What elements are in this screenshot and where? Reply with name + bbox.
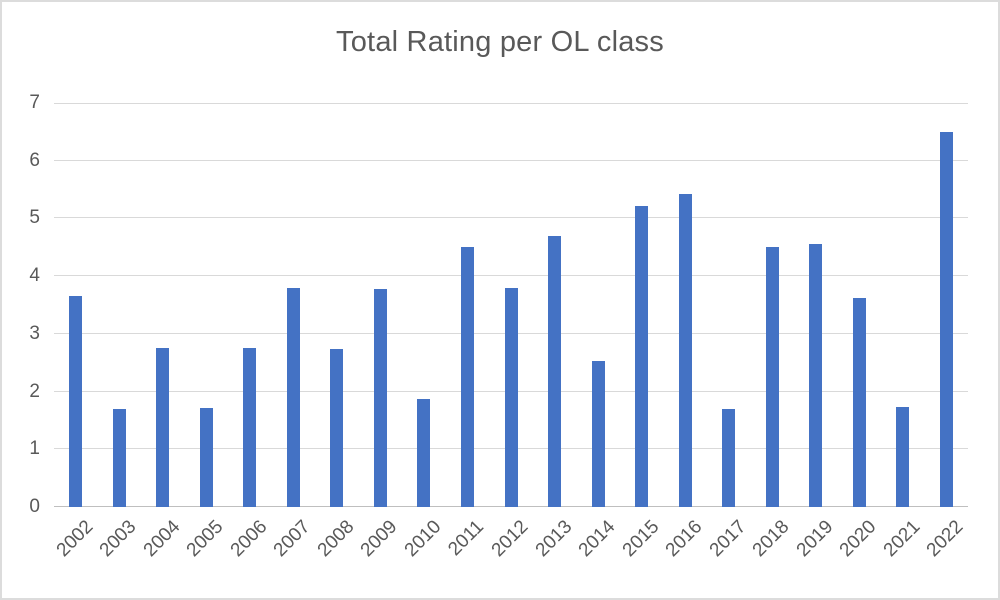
chart-title: Total Rating per OL class (336, 26, 664, 58)
x-tick-label-2014: 2014 (574, 516, 620, 562)
plot-area (54, 103, 968, 507)
x-tick-label-2003: 2003 (95, 516, 141, 562)
x-tick-label-2015: 2015 (618, 516, 664, 562)
bar-2022 (940, 132, 953, 507)
bar-2010 (417, 399, 430, 507)
x-tick-label-2009: 2009 (356, 516, 402, 562)
x-tick-label-2020: 2020 (835, 516, 881, 562)
bar-2002 (69, 296, 82, 507)
x-tick-label-2010: 2010 (400, 516, 446, 562)
x-tick-label-2012: 2012 (487, 516, 533, 562)
y-tick-label-3: 3 (29, 323, 40, 344)
y-tick-label-2: 2 (29, 381, 40, 402)
bar-2017 (722, 409, 735, 507)
bar-2014 (592, 361, 605, 507)
x-tick-label-2004: 2004 (139, 516, 185, 562)
bar-2015 (635, 206, 648, 507)
x-tick-label-2008: 2008 (313, 516, 359, 562)
y-tick-label-6: 6 (29, 150, 40, 171)
x-tick-label-2021: 2021 (879, 516, 925, 562)
x-tick-label-2005: 2005 (182, 516, 228, 562)
bar-2008 (330, 349, 343, 507)
x-tick-label-2022: 2022 (922, 516, 968, 562)
x-tick-label-2016: 2016 (661, 516, 707, 562)
y-tick-label-7: 7 (29, 92, 40, 113)
bar-2018 (766, 247, 779, 507)
x-tick-label-2018: 2018 (748, 516, 794, 562)
bar-2004 (156, 348, 169, 507)
y-tick-label-0: 0 (29, 496, 40, 517)
gridline-4 (54, 275, 968, 276)
y-tick-label-4: 4 (29, 265, 40, 286)
x-tick-label-2011: 2011 (444, 516, 489, 561)
gridline-6 (54, 160, 968, 161)
bar-2003 (113, 409, 126, 507)
bar-2019 (809, 244, 822, 507)
bar-2012 (505, 288, 518, 507)
bar-2006 (243, 348, 256, 507)
bar-2021 (896, 407, 909, 507)
x-tick-label-2017: 2017 (705, 516, 751, 562)
bar-2020 (853, 298, 866, 507)
x-tick-label-2013: 2013 (531, 516, 577, 562)
bar-2007 (287, 288, 300, 507)
bar-2005 (200, 408, 213, 507)
bar-2016 (679, 194, 692, 507)
bar-2013 (548, 236, 561, 507)
gridline-7 (54, 103, 968, 104)
x-tick-label-2002: 2002 (52, 516, 98, 562)
x-tick-label-2006: 2006 (226, 516, 272, 562)
y-tick-label-5: 5 (29, 207, 40, 228)
y-tick-label-1: 1 (29, 438, 40, 459)
x-tick-label-2007: 2007 (269, 516, 315, 562)
x-tick-label-2019: 2019 (792, 516, 838, 562)
bar-2009 (374, 289, 387, 507)
gridline-5 (54, 217, 968, 218)
bar-2011 (461, 247, 474, 507)
